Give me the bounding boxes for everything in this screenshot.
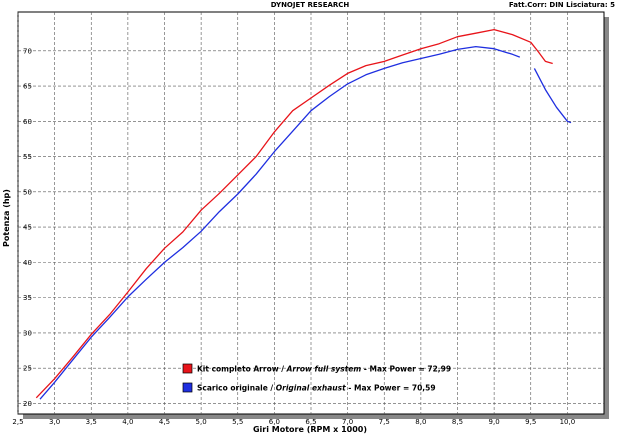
x-tick-label: 6,0 bbox=[269, 418, 280, 426]
x-tick-label: 4,0 bbox=[122, 418, 133, 426]
y-tick-label: 60 bbox=[23, 118, 32, 126]
x-tick-label: 6,5 bbox=[305, 418, 316, 426]
x-tick-label: 3,5 bbox=[86, 418, 97, 426]
y-tick-label: 45 bbox=[23, 224, 32, 232]
x-tick-label: 3,0 bbox=[49, 418, 60, 426]
y-tick-label: 30 bbox=[23, 329, 32, 337]
x-tick-label: 8,0 bbox=[415, 418, 426, 426]
y-tick-labels: 20 25 30 35 40 45 50 55 60 65 70 bbox=[23, 47, 32, 408]
legend-label-original-italic: Original exhaust bbox=[276, 384, 346, 393]
legend-label-arrow-plain: Kit completo Arrow / bbox=[197, 365, 287, 374]
legend-label-original-plain: Scarico originale / bbox=[197, 384, 276, 393]
chart-header-correction: Fatt.Corr: DIN Lisciatura: 5 bbox=[509, 1, 615, 9]
series-lines bbox=[35, 28, 572, 400]
y-tick-label: 65 bbox=[23, 83, 32, 91]
y-tick-label: 35 bbox=[23, 294, 32, 302]
x-tick-label: 10,0 bbox=[560, 418, 576, 426]
y-axis-label: Potenza (hp) bbox=[2, 189, 11, 247]
y-tick-label: 50 bbox=[23, 188, 32, 196]
legend: Kit completo Arrow / Arrow full system -… bbox=[182, 363, 451, 393]
legend-item-original: Scarico originale / Original exhaust - M… bbox=[182, 382, 436, 393]
x-tick-label: 5,5 bbox=[232, 418, 243, 426]
legend-label-arrow: Kit completo Arrow / Arrow full system -… bbox=[197, 365, 451, 374]
legend-label-original: Scarico originale / Original exhaust - M… bbox=[197, 384, 436, 393]
y-tick-label: 20 bbox=[23, 400, 32, 408]
y-tick-label: 70 bbox=[23, 47, 32, 55]
x-tick-label: 7,5 bbox=[379, 418, 390, 426]
x-tick-label: 2,5 bbox=[12, 418, 23, 426]
legend-swatch-original bbox=[182, 382, 193, 393]
series-line-original bbox=[39, 45, 572, 400]
x-axis-label: Giri Motore (RPM x 1000) bbox=[253, 425, 367, 434]
legend-label-arrow-suffix: - Max Power = 72,99 bbox=[361, 365, 451, 374]
series-line-arrow bbox=[35, 28, 553, 399]
x-tick-label: 9,5 bbox=[525, 418, 536, 426]
chart-header-title: DYNOJET RESEARCH bbox=[271, 1, 350, 9]
x-tick-label: 8,5 bbox=[452, 418, 463, 426]
legend-item-arrow: Kit completo Arrow / Arrow full system -… bbox=[182, 363, 451, 374]
x-tick-labels: 2,5 3,0 3,5 4,0 4,5 5,0 5,5 6,0 6,5 7,0 7,5 8,0 8,5 9… bbox=[12, 418, 575, 426]
legend-swatch-arrow bbox=[182, 363, 193, 374]
x-tick-label: 9,0 bbox=[489, 418, 500, 426]
legend-label-arrow-italic: Arrow full system bbox=[286, 365, 362, 374]
y-tick-label: 55 bbox=[23, 153, 32, 161]
y-tick-label: 25 bbox=[23, 365, 32, 373]
y-tick-label: 40 bbox=[23, 259, 32, 267]
legend-label-original-suffix: - Max Power = 70,59 bbox=[346, 384, 436, 393]
x-tick-label: 4,5 bbox=[159, 418, 170, 426]
grid-lines bbox=[17, 12, 604, 414]
x-tick-label: 7,0 bbox=[342, 418, 353, 426]
x-tick-label: 5,0 bbox=[196, 418, 207, 426]
